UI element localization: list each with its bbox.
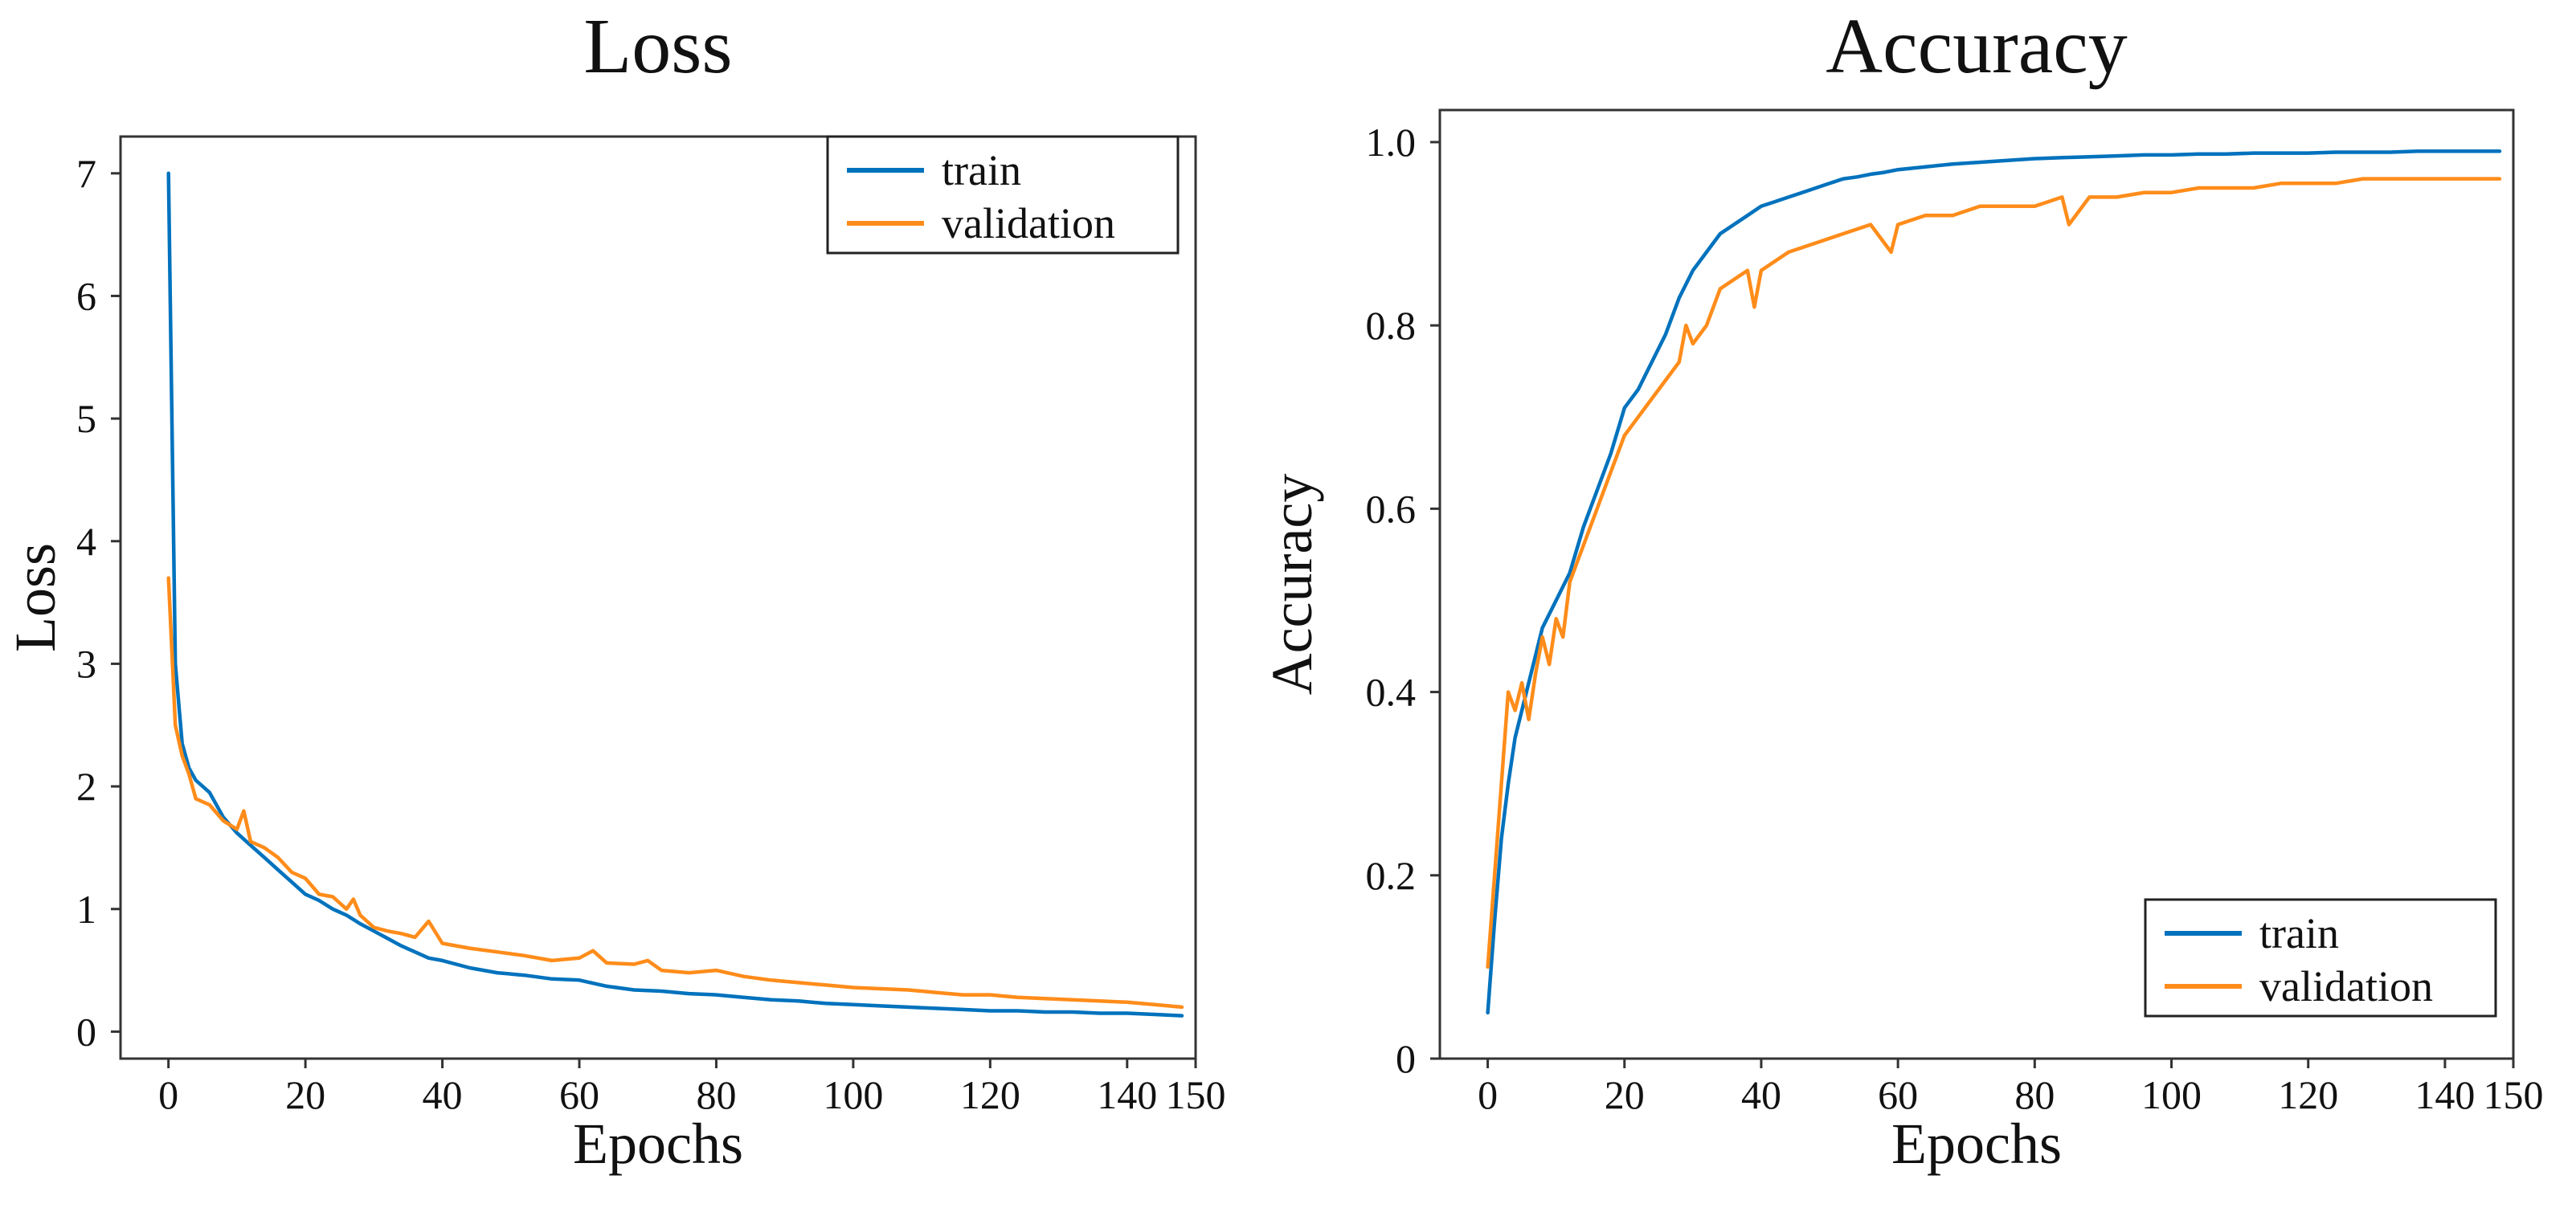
- x-tick-label: 100: [2141, 1072, 2202, 1117]
- x-tick-label: 60: [1878, 1072, 1918, 1117]
- y-tick-label: 7: [76, 151, 96, 196]
- y-tick-label: 5: [76, 396, 96, 441]
- legend-box: [2144, 898, 2497, 1018]
- series-line-train: [166, 171, 1184, 1018]
- x-tick-label: 40: [1741, 1072, 1781, 1117]
- x-tick-label: 150: [1166, 1072, 1226, 1117]
- loss-chart: Loss 0 20 40 60 80 100 120 140 150 0 1 2 3 4 5 6 7 Epochs L…: [3, 3, 1226, 1176]
- y-tick-label: 6: [76, 273, 96, 318]
- x-tick-label: 120: [2278, 1072, 2338, 1117]
- legend: train validation: [2144, 898, 2497, 1018]
- series-line-validation: [1486, 177, 2502, 969]
- x-tick-label: 0: [158, 1072, 178, 1117]
- x-tick-label: 140: [2414, 1072, 2475, 1117]
- x-tick-label: 0: [1478, 1072, 1498, 1117]
- y-tick-label: 1: [76, 887, 96, 932]
- x-tick-label: 150: [2484, 1072, 2544, 1117]
- y-tick-label: 0.8: [1366, 303, 1417, 348]
- legend-label-validation: validation: [2259, 962, 2433, 1010]
- chart-title: Accuracy: [1826, 3, 2127, 90]
- y-tick-label: 0: [1396, 1036, 1416, 1081]
- x-tick-label: 80: [2014, 1072, 2055, 1117]
- y-tick-label: 2: [76, 764, 96, 809]
- x-tick-label: 120: [960, 1072, 1020, 1117]
- legend-label-train: train: [942, 146, 1021, 194]
- x-tick-label: 20: [1605, 1072, 1645, 1117]
- legend-label-train: train: [2259, 909, 2339, 957]
- y-tick-label: 0.6: [1366, 486, 1417, 531]
- chart-title: Loss: [583, 3, 732, 90]
- x-tick-label: 40: [423, 1072, 463, 1117]
- x-tick-label: 20: [285, 1072, 325, 1117]
- x-tick-label: 60: [559, 1072, 599, 1117]
- y-tick-label: 1.0: [1366, 120, 1417, 165]
- y-tick-label: 3: [76, 641, 96, 686]
- x-axis-label: Epochs: [1891, 1112, 2062, 1176]
- y-tick-label: 0.4: [1366, 670, 1417, 715]
- legend: train validation: [826, 135, 1180, 255]
- y-tick-label: 4: [76, 519, 96, 564]
- y-tick-label: 0: [76, 1009, 96, 1054]
- x-tick-label: 80: [696, 1072, 736, 1117]
- accuracy-chart: Accuracy 0 20 40 60 80 100 120 140 150 0 0.2 0.4 0.6 0…: [1260, 3, 2544, 1176]
- plot-frame: [119, 135, 1197, 1060]
- y-axis-label: Loss: [3, 543, 67, 652]
- plot-frame: [1438, 108, 2515, 1060]
- y-axis-label: Accuracy: [1260, 474, 1324, 696]
- x-axis-label: Epochs: [573, 1112, 743, 1176]
- legend-box: [826, 135, 1180, 255]
- x-tick-label: 140: [1097, 1072, 1157, 1117]
- y-tick-label: 0.2: [1366, 853, 1417, 898]
- series-line-validation: [166, 576, 1184, 1010]
- legend-label-validation: validation: [942, 199, 1115, 247]
- x-tick-label: 100: [823, 1072, 883, 1117]
- series-line-train: [1486, 149, 2502, 1015]
